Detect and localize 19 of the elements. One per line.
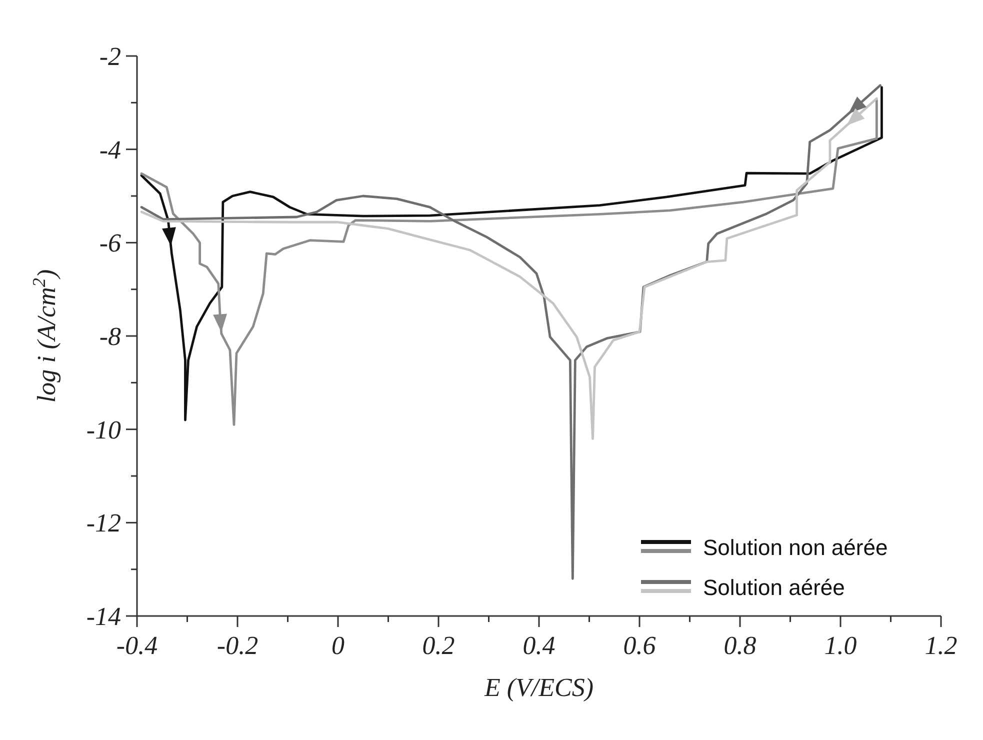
y-tick-label: -12 [86,508,121,538]
x-tick-label: 0.8 [724,631,756,660]
x-tick-label: 0 [332,631,344,660]
x-axis-title: E (V/ECS) [483,673,594,702]
x-tick-label: -0.4 [116,631,158,660]
y-tick-label: -6 [99,228,121,258]
x-tick-label: 0.4 [522,631,556,660]
y-tick-label: -4 [99,135,121,164]
x-tick-label: 1.2 [924,631,958,660]
legend-label: Solution non aérée [703,535,888,560]
x-tick-label: -0.2 [216,631,258,660]
y-tick-label: -10 [86,415,121,444]
legend-label: Solution aérée [703,575,845,600]
x-tick-label: 0.6 [623,631,656,660]
y-tick-label: -8 [99,322,121,351]
x-tick-label: 1.0 [824,631,857,660]
y-tick-label: -2 [99,42,121,71]
x-tick-label: 0.2 [422,631,455,660]
y-tick-label: -14 [86,602,121,631]
